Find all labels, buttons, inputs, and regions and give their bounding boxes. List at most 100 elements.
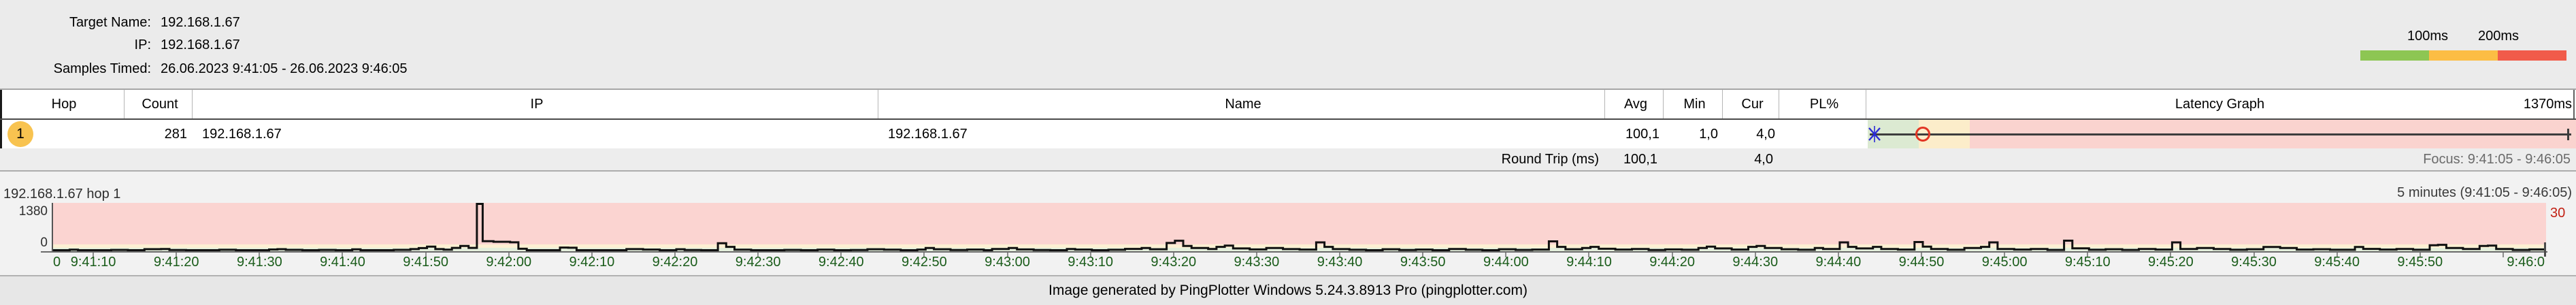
x-axis-label: 9:43:30	[1234, 255, 1280, 270]
col-header-avg: Avg	[1623, 97, 1648, 112]
x-axis-label: 9:41:20	[153, 255, 199, 270]
x-axis-label: 9:42:00	[486, 255, 532, 270]
x-axis-tick-mark	[425, 253, 427, 257]
hop-name: 192.168.1.67	[888, 127, 968, 142]
hop-cur: 4,0	[1756, 127, 1775, 142]
x-axis-tick-mark	[2336, 253, 2338, 257]
x-axis-label: 9:44:00	[1483, 255, 1529, 270]
hop-avg: 100,1	[1625, 127, 1659, 142]
x-axis-label: 9:42:50	[902, 255, 947, 270]
plot-zone-warn	[53, 244, 2546, 248]
samples-timed-label: Samples Timed:	[53, 61, 151, 76]
packet-loss-axis-label: 30	[2550, 206, 2566, 221]
legend-200ms-label: 200ms	[2477, 29, 2520, 44]
hop-ip: 192.168.1.67	[202, 127, 282, 142]
x-axis-tick-mark	[591, 253, 593, 257]
x-axis-label: 9:45:20	[2148, 255, 2194, 270]
x-axis-label: 9:44:40	[1815, 255, 1862, 270]
hop-min: 1,0	[1699, 127, 1718, 142]
plot-end-bracket	[2544, 242, 2546, 257]
x-axis-tick-mark	[1172, 253, 1174, 257]
x-axis-tick-mark	[674, 253, 676, 257]
col-header-count: Count	[142, 97, 178, 112]
x-axis-label: 9:41:30	[236, 255, 282, 270]
x-axis-line	[41, 251, 2547, 253]
x-axis-tick-mark	[2419, 253, 2421, 257]
x-axis-tick-mark	[1006, 253, 1008, 257]
x-axis-tick-mark	[1921, 253, 1922, 257]
footer-bar: Image generated by PingPlotter Windows 5…	[0, 275, 2576, 305]
x-axis-tick-mark	[2253, 253, 2255, 257]
timeline-title: 192.168.1.67 hop 1	[3, 187, 121, 202]
x-axis-tick-mark	[923, 253, 925, 257]
round-trip-cur: 4,0	[1754, 152, 1773, 167]
round-trip-avg: 100,1	[1623, 152, 1657, 167]
column-divider	[1604, 90, 1605, 118]
x-axis-label: 9:42:30	[735, 255, 781, 270]
table-top-border	[0, 89, 2576, 90]
focus-range-label: Focus: 9:41:05 - 9:46:05	[2423, 152, 2571, 167]
x-axis-tick-mark	[1588, 253, 1590, 257]
x-axis-tick-mark	[1671, 253, 1673, 257]
latency-threshold-legend-bar	[2360, 50, 2566, 61]
header-underline	[0, 118, 2576, 120]
x-axis-tick-mark	[259, 253, 261, 257]
ip-label: IP:	[134, 37, 151, 52]
legend-red-segment	[2498, 50, 2566, 61]
x-axis-label: 9:44:10	[1566, 255, 1612, 270]
x-axis-tick-mark	[1255, 253, 1257, 257]
x-axis-label: 9:43:00	[985, 255, 1030, 270]
max-latency-tick-marker	[2566, 129, 2569, 140]
round-trip-summary-row: Round Trip (ms) 100,1 4,0 Focus: 9:41:05…	[0, 148, 2576, 172]
column-divider	[192, 90, 193, 118]
timeline-range-label: 5 minutes (9:41:05 - 9:46:05)	[2397, 185, 2572, 200]
x-axis-label: 9:42:10	[569, 255, 615, 270]
samples-timed-value: 26.06.2023 9:41:05 - 26.06.2023 9:46:05	[161, 61, 408, 76]
x-axis-label: 0	[53, 255, 61, 270]
round-trip-label: Round Trip (ms)	[1501, 152, 1599, 167]
timeline-graph-section: 192.168.1.67 hop 1 5 minutes (9:41:05 - …	[0, 172, 2576, 275]
x-axis-tick-mark	[508, 253, 510, 257]
x-axis-label: 9:46:0	[2507, 255, 2545, 270]
x-axis-label: 9:41:10	[70, 255, 116, 270]
x-axis-tick-mark	[93, 253, 95, 257]
latency-range-line	[1870, 133, 2571, 135]
x-axis-label: 9:45:30	[2231, 255, 2277, 270]
x-axis-label: 9:45:40	[2314, 255, 2360, 270]
legend-green-segment	[2360, 50, 2429, 61]
hop-number-badge: 1	[7, 121, 33, 147]
x-axis-label: 9:45:10	[2064, 255, 2111, 270]
x-axis-tick-mark	[176, 253, 178, 257]
x-axis-label: 9:43:10	[1068, 255, 1114, 270]
current-latency-x-marker	[1868, 126, 1881, 142]
legend-yellow-segment	[2429, 50, 2498, 61]
table-header-row: Hop Count IP Name Avg Min Cur PL% Latenc…	[0, 90, 2576, 118]
latency-step-line	[53, 203, 2546, 251]
scale-end-tick	[2573, 90, 2575, 118]
x-axis-label: 9:41:40	[320, 255, 365, 270]
hop-row: 1 281 192.168.1.67 192.168.1.67 100,1 1,…	[0, 120, 2576, 148]
ip-value: 192.168.1.67	[161, 37, 240, 52]
x-axis-tick-mark	[342, 253, 344, 257]
x-axis-label: 9:44:30	[1732, 255, 1779, 270]
x-axis-label: 9:43:40	[1317, 255, 1363, 270]
x-axis-tick-mark	[1089, 253, 1091, 257]
column-divider	[1663, 90, 1664, 118]
column-divider	[124, 90, 125, 118]
col-header-ip: IP	[530, 97, 544, 112]
x-axis-label: 9:43:20	[1151, 255, 1197, 270]
col-header-hop: Hop	[51, 97, 77, 112]
x-axis-tick-mark	[1505, 253, 1507, 257]
col-header-name: Name	[1225, 97, 1261, 112]
x-axis-label: 9:44:50	[1898, 255, 1945, 270]
y-axis-max-label: 1380	[18, 204, 48, 219]
x-axis-tick-mark	[2087, 253, 2089, 257]
x-axis-tick-mark	[1837, 253, 1839, 257]
column-divider	[1722, 90, 1723, 118]
hop-pl-pct	[1781, 120, 1861, 148]
legend-100ms-label: 100ms	[2407, 29, 2449, 44]
latency-scale-max-label: 1370ms	[2523, 97, 2572, 112]
x-axis-label: 9:42:40	[818, 255, 864, 270]
target-name-label: Target Name:	[69, 15, 151, 30]
